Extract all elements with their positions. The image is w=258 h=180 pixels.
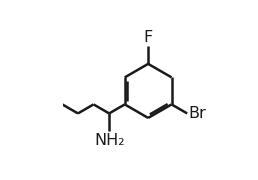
Text: F: F [143, 30, 153, 45]
Text: Br: Br [188, 106, 206, 121]
Text: NH₂: NH₂ [94, 132, 124, 148]
